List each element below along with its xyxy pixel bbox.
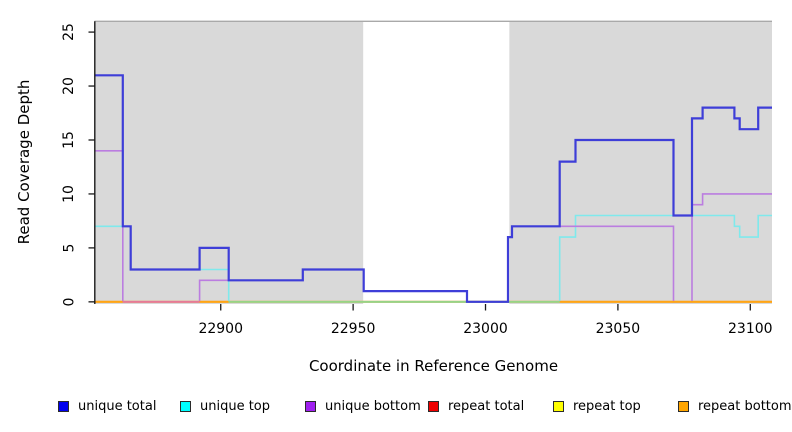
legend-swatch-icon [428, 400, 439, 412]
x-tick-label: 23050 [595, 321, 641, 337]
legend-item-repeat-top: repeat top [553, 396, 641, 416]
x-tick-label: 22950 [330, 321, 376, 337]
legend-label: unique total [78, 398, 157, 414]
legend-label: repeat total [448, 398, 525, 414]
legend-label: repeat bottom [698, 398, 792, 414]
legend-label: unique top [200, 398, 271, 414]
x-axis-title: Coordinate in Reference Genome [308, 357, 559, 375]
legend-label: repeat top [573, 398, 641, 414]
shaded-region [509, 21, 772, 305]
y-tick-label: 25 [60, 23, 77, 41]
legend-swatch-icon [305, 400, 316, 412]
y-tick-label: 15 [60, 131, 77, 149]
legend-item-unique-total: unique total [58, 396, 156, 416]
y-tick-label: 10 [60, 185, 77, 203]
legend-label: unique bottom [325, 398, 421, 414]
series-unique-total [95, 74, 772, 303]
legend-item-unique-top: unique top [180, 396, 270, 416]
x-tick-label: 23100 [728, 321, 773, 337]
legend-swatch-icon [58, 400, 69, 412]
legend-item-repeat-total: repeat total [428, 396, 524, 416]
y-tick-label: 20 [60, 77, 77, 95]
x-tick-label: 22900 [198, 321, 243, 337]
y-axis-title: Read Coverage Depth [15, 79, 33, 245]
legend-item-unique-bottom: unique bottom [305, 396, 421, 416]
y-tick-label: 5 [60, 243, 77, 253]
y-tick-label: 0 [60, 297, 77, 307]
legend-swatch-icon [180, 400, 191, 412]
legend: unique total unique top unique bottom repea… [0, 396, 792, 420]
legend-item-repeat-bottom: repeat bottom [678, 396, 792, 416]
legend-swatch-icon [553, 400, 564, 412]
legend-swatch-icon [678, 400, 689, 412]
x-tick-label: 23000 [463, 321, 508, 337]
